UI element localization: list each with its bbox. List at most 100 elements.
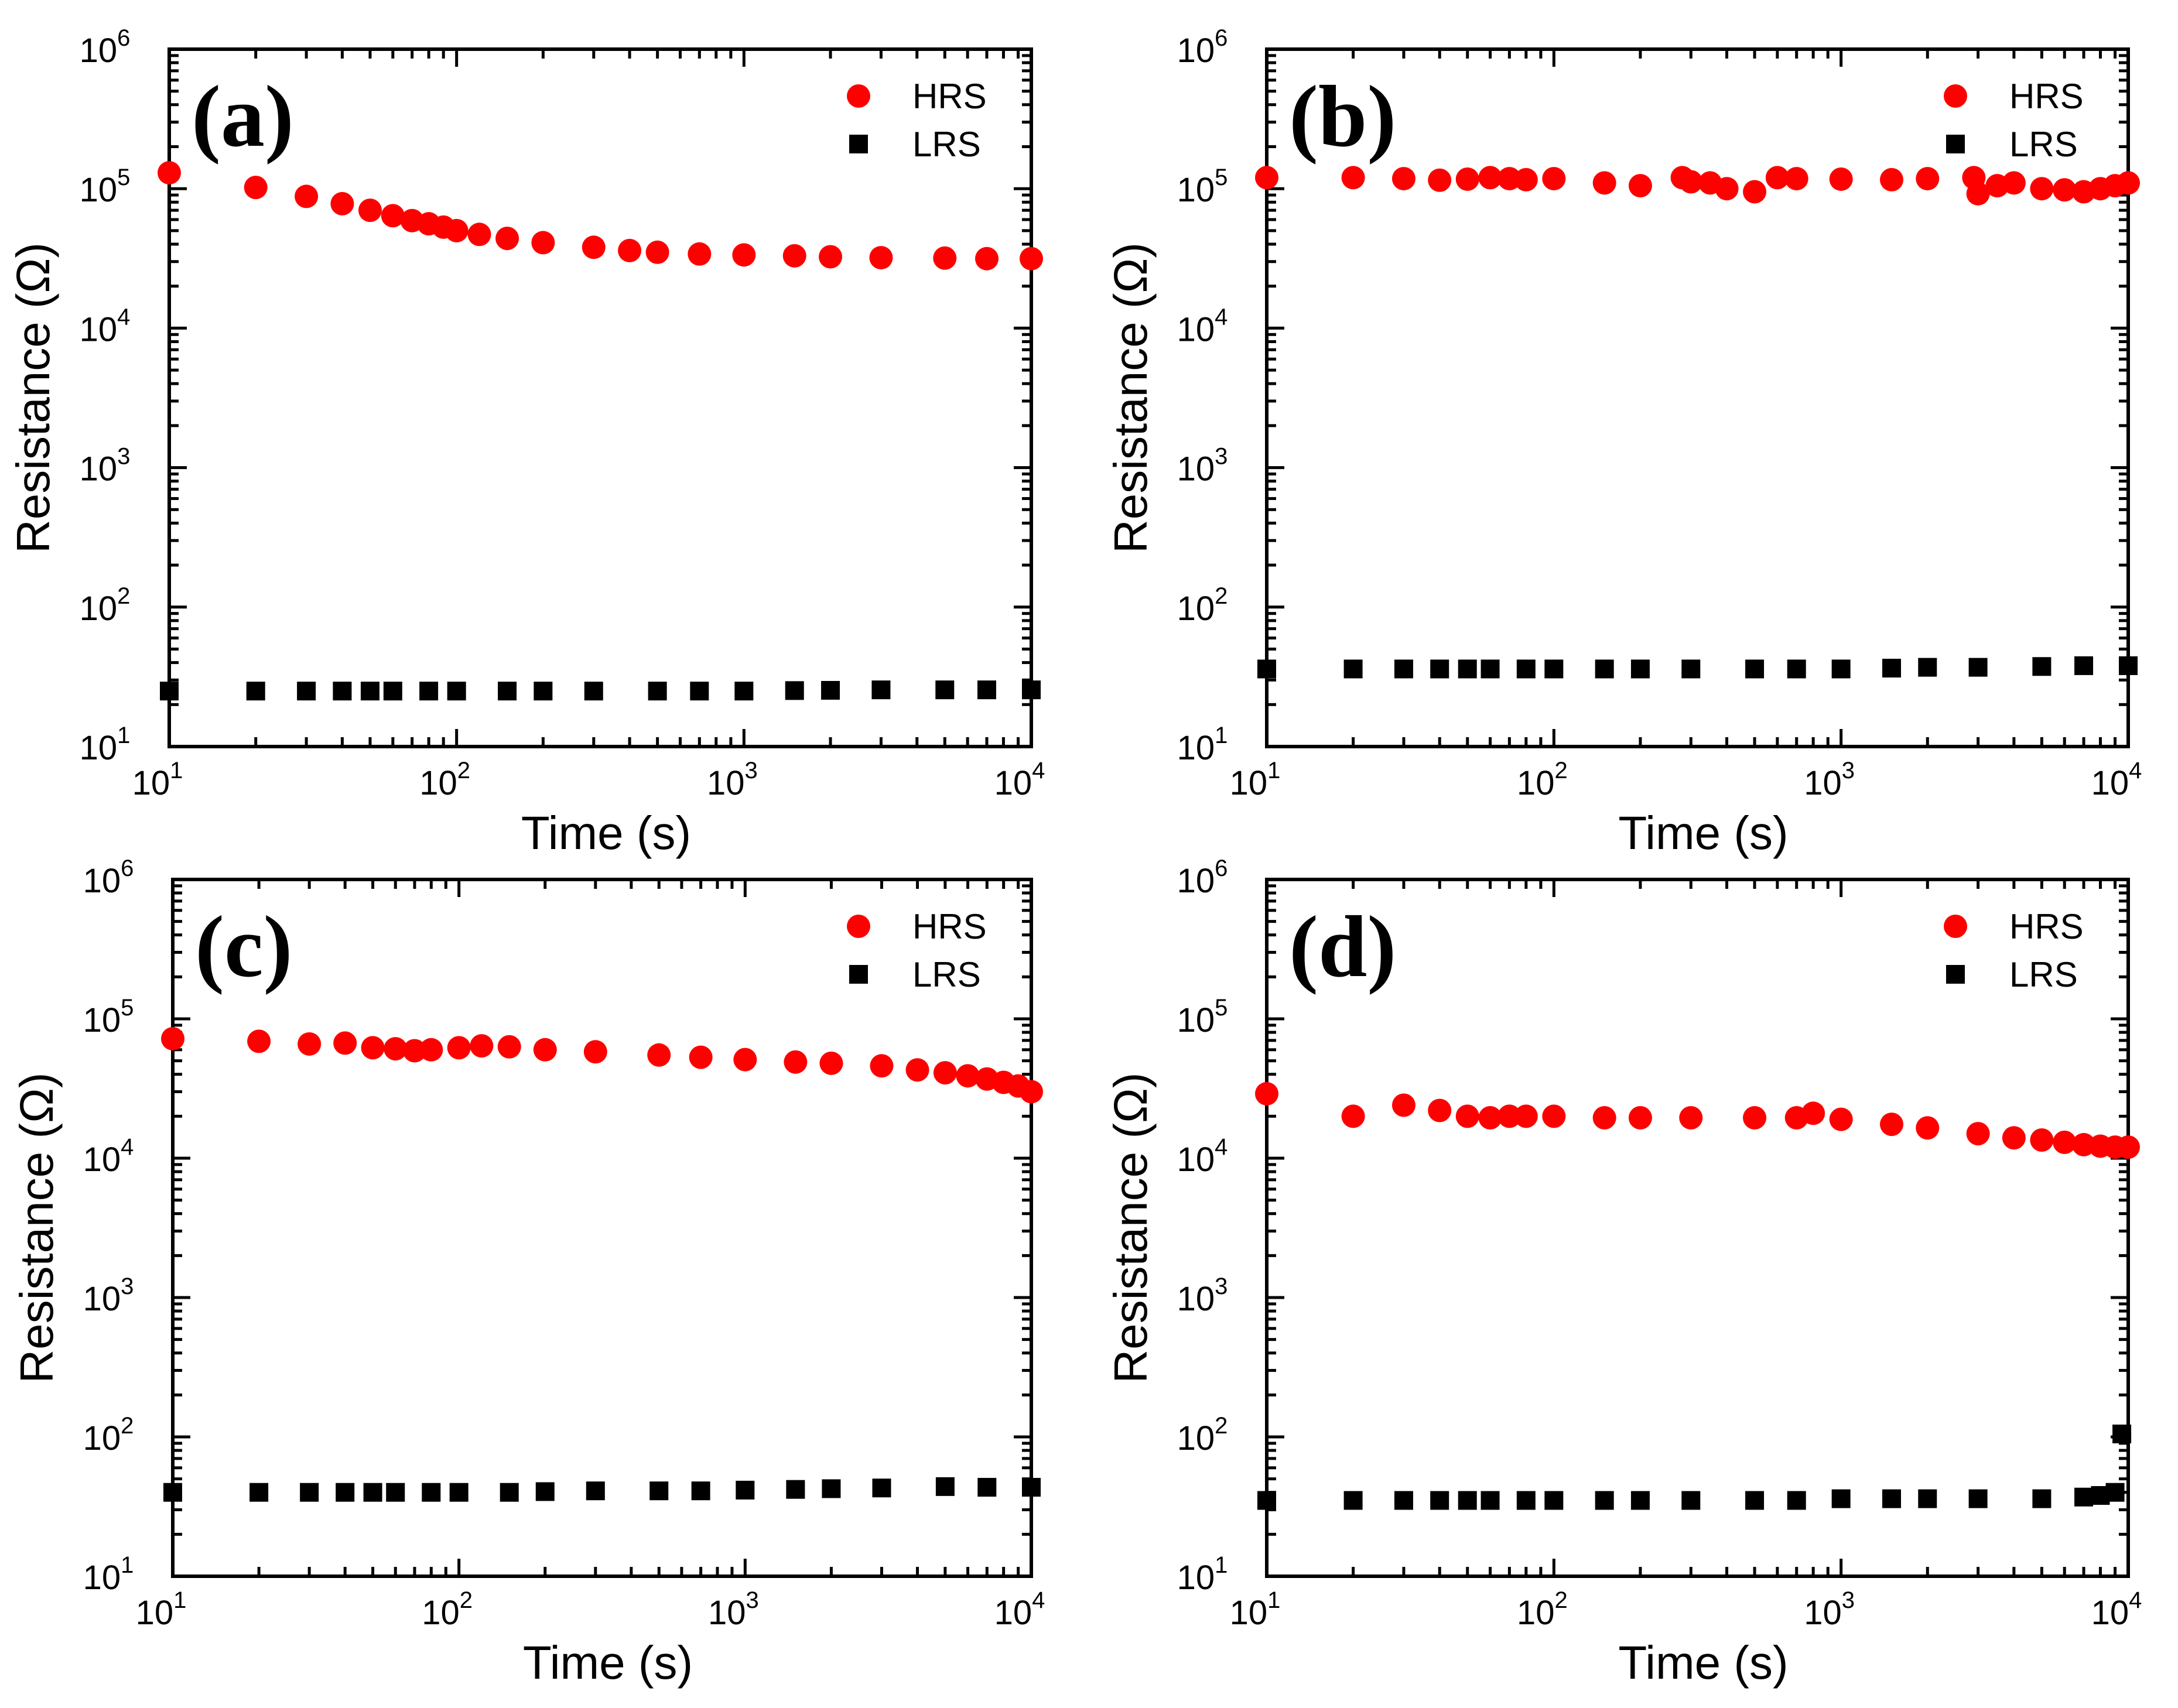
- hrs-point: [1255, 166, 1278, 190]
- y-tick-base: 10: [1177, 1141, 1215, 1179]
- lrs-point: [1544, 659, 1564, 679]
- y-axis-label: Resistance (Ω): [7, 242, 59, 553]
- hrs-point: [583, 1040, 607, 1064]
- lrs-point: [648, 682, 667, 701]
- x-tick-label: 102: [422, 1587, 473, 1632]
- lrs-point: [2032, 657, 2052, 676]
- lrs-point: [821, 680, 840, 700]
- lrs-point: [1882, 1489, 1902, 1508]
- hrs-point: [295, 184, 319, 208]
- legend-marker-hrs: [847, 84, 870, 108]
- hrs-point: [381, 204, 405, 228]
- lrs-point: [935, 1477, 955, 1496]
- y-tick-label: 103: [1177, 1274, 1228, 1318]
- legend-marker-hrs: [1944, 84, 1967, 108]
- y-tick-base: 10: [1177, 32, 1215, 70]
- hrs-point: [467, 223, 491, 247]
- x-tick-label: 101: [132, 758, 183, 802]
- y-tick-base: 10: [1177, 590, 1215, 628]
- hrs-point: [1542, 167, 1566, 191]
- hrs-point: [1514, 1104, 1538, 1128]
- hrs-point: [1715, 177, 1739, 201]
- plot-frame: [171, 878, 1033, 1578]
- y-tick-base: 10: [1177, 450, 1215, 488]
- y-tick-base: 10: [80, 450, 118, 488]
- x-tick-exponent: 1: [1267, 1587, 1280, 1613]
- lrs-point: [163, 1483, 182, 1502]
- hrs-point: [1020, 247, 1043, 271]
- lrs-point: [1343, 1491, 1363, 1510]
- lrs-point: [935, 680, 955, 700]
- x-tick-base: 10: [2091, 1594, 2129, 1632]
- hrs-point: [1478, 166, 1502, 190]
- y-tick-label: 106: [83, 855, 134, 900]
- hrs-point: [2030, 177, 2054, 201]
- lrs-point: [1516, 1491, 1536, 1510]
- legend-marker-lrs: [849, 965, 868, 984]
- x-tick-exponent: 2: [460, 1587, 473, 1613]
- lrs-point: [534, 682, 553, 701]
- x-tick-exponent: 4: [2129, 1587, 2142, 1613]
- hrs-point: [1255, 1081, 1278, 1105]
- lrs-point: [1257, 1491, 1276, 1510]
- hrs-point: [582, 235, 606, 259]
- x-axis-label: Time (s): [523, 1637, 693, 1689]
- lrs-point: [1831, 1489, 1851, 1508]
- y-tick-label: 105: [1177, 165, 1228, 209]
- panel-label: (a): [192, 68, 294, 165]
- hrs-point: [819, 1051, 843, 1075]
- hrs-point: [1455, 1104, 1479, 1128]
- hrs-point: [688, 242, 712, 266]
- lrs-point: [584, 682, 603, 701]
- hrs-point: [1628, 1105, 1652, 1129]
- hrs-point: [402, 1039, 426, 1063]
- lrs-point: [786, 1480, 805, 1499]
- lrs-point: [498, 682, 517, 701]
- lrs-point: [734, 682, 754, 701]
- hrs-point: [1592, 1105, 1616, 1129]
- hrs-point: [1743, 1105, 1767, 1129]
- lrs-point: [386, 1483, 405, 1502]
- hrs-point: [1341, 166, 1365, 190]
- x-tick-exponent: 1: [173, 1587, 186, 1613]
- hrs-point: [330, 191, 354, 215]
- y-tick-exponent: 2: [1215, 583, 1228, 609]
- lrs-point: [2119, 656, 2138, 675]
- lrs-point: [736, 1480, 755, 1500]
- x-tick-label: 103: [1804, 758, 1855, 802]
- hrs-point: [784, 1050, 808, 1074]
- x-tick-exponent: 3: [744, 758, 757, 783]
- x-tick-base: 10: [1804, 764, 1842, 802]
- y-tick-label: 101: [83, 1552, 134, 1597]
- lrs-point: [1458, 659, 1477, 679]
- hrs-point: [1743, 180, 1767, 204]
- y-tick-label: 102: [83, 1413, 134, 1457]
- lrs-point: [1595, 659, 1614, 679]
- y-tick-exponent: 3: [1215, 1274, 1228, 1299]
- hrs-point: [1916, 167, 1940, 191]
- hrs-point: [1341, 1104, 1365, 1128]
- series-lrs: [163, 1477, 1041, 1502]
- y-tick-base: 10: [83, 862, 121, 900]
- hrs-point: [1542, 1104, 1566, 1128]
- x-tick-exponent: 4: [1032, 758, 1045, 783]
- hrs-point: [2117, 1135, 2140, 1159]
- lrs-point: [649, 1481, 669, 1501]
- y-tick-exponent: 1: [121, 1552, 134, 1578]
- lrs-point: [1787, 659, 1806, 679]
- series-hrs: [1255, 1081, 2140, 1159]
- hrs-point: [1497, 167, 1521, 191]
- y-tick-exponent: 6: [117, 25, 130, 51]
- hrs-point: [1391, 167, 1415, 191]
- lrs-point: [785, 681, 804, 700]
- hrs-point: [2053, 1130, 2077, 1154]
- plot-frame: [167, 47, 1033, 748]
- y-tick-label: 103: [83, 1274, 134, 1318]
- hrs-point: [1966, 1122, 1990, 1146]
- y-tick-label: 105: [83, 995, 134, 1039]
- x-tick-label: 102: [1517, 1587, 1568, 1632]
- y-tick-exponent: 4: [1215, 304, 1228, 330]
- hrs-point: [470, 1034, 494, 1058]
- y-tick-label: 106: [1177, 25, 1228, 70]
